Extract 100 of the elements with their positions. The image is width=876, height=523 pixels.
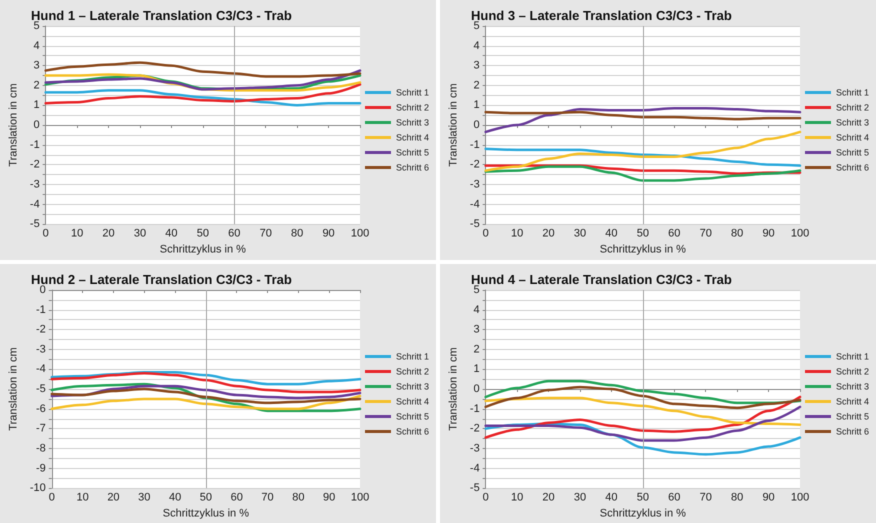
- x-tick-label: 30: [138, 491, 150, 504]
- x-tick-label: 50: [636, 491, 649, 504]
- y-tick-label: -4: [470, 198, 480, 210]
- x-tick-label: 90: [322, 228, 335, 240]
- x-tick-label: 40: [165, 228, 178, 240]
- x-tick-label: 90: [323, 491, 336, 504]
- x-tick-label: 70: [700, 228, 712, 240]
- legend-label: Schritt 6: [396, 162, 430, 172]
- legend-label: Schritt 2: [396, 366, 430, 376]
- x-tick-label: 0: [482, 228, 489, 240]
- legend-label: Schritt 2: [836, 366, 870, 376]
- x-tick-label: 40: [168, 491, 182, 504]
- line-series: [484, 396, 802, 426]
- legend-label: Schritt 2: [836, 102, 870, 112]
- legend-label: Schritt 5: [396, 148, 430, 158]
- legend-label: Schritt 6: [836, 426, 870, 436]
- y-tick-label: -4: [36, 362, 46, 375]
- y-axis-title: Translation in cm: [8, 83, 20, 167]
- x-tick-label: 70: [700, 491, 712, 504]
- y-tick-label: 1: [474, 362, 480, 375]
- y-tick-label: 0: [40, 284, 46, 296]
- legend-label: Schritt 4: [836, 132, 870, 142]
- x-tick-label: 80: [291, 228, 304, 240]
- x-tick-label: 10: [510, 228, 524, 240]
- y-tick-label: -2: [30, 158, 40, 171]
- y-tick-label: 3: [474, 323, 480, 336]
- y-axis-title: Translation in cm: [448, 346, 460, 430]
- y-tick-label: 4: [474, 40, 480, 52]
- x-tick-label: 10: [76, 491, 89, 504]
- y-tick-label: 5: [474, 20, 480, 32]
- line-series: [50, 394, 362, 410]
- x-tick-label: 30: [574, 491, 586, 504]
- x-tick-label: 30: [134, 228, 146, 240]
- x-tick-label: 60: [230, 491, 243, 504]
- y-tick-label: -4: [30, 198, 40, 210]
- y-tick-label: 1: [474, 99, 480, 112]
- legend-label: Schritt 1: [396, 351, 430, 361]
- x-tick-label: 100: [790, 228, 810, 240]
- x-tick-label: 100: [350, 491, 370, 504]
- y-tick-label: -1: [30, 138, 40, 151]
- line-series: [50, 371, 362, 393]
- line-series: [484, 165, 802, 182]
- y-tick-label: -4: [470, 462, 480, 474]
- line-series: [484, 379, 802, 404]
- x-tick-label: 80: [292, 491, 304, 504]
- y-tick-label: -3: [30, 178, 40, 190]
- y-tick-label: -6: [36, 402, 46, 414]
- y-tick-label: 1: [34, 99, 40, 112]
- x-tick-label: 40: [605, 491, 618, 504]
- y-tick-label: 4: [34, 40, 40, 52]
- x-tick-label: 20: [542, 491, 555, 504]
- x-tick-label: 50: [196, 228, 209, 240]
- x-tick-label: 80: [731, 491, 744, 504]
- y-tick-label: -3: [470, 442, 480, 454]
- y-axis-title: Translation in cm: [448, 83, 460, 167]
- legend-label: Schritt 1: [836, 88, 870, 98]
- y-tick-label: 3: [474, 60, 480, 72]
- legend-label: Schritt 6: [396, 426, 430, 436]
- y-tick-label: -5: [470, 218, 480, 230]
- y-tick-label: -5: [36, 382, 46, 395]
- y-tick-label: -3: [36, 342, 46, 355]
- y-axis-title: Translation in cm: [8, 346, 20, 430]
- x-tick-label: 0: [482, 491, 489, 504]
- y-tick-label: -2: [36, 323, 46, 336]
- x-tick-label: 40: [605, 228, 618, 240]
- x-axis-title: Schrittzyklus in %: [600, 507, 686, 519]
- line-series: [484, 130, 802, 172]
- y-tick-label: -5: [470, 482, 480, 494]
- x-axis-title: Schrittzyklus in %: [162, 507, 250, 519]
- x-axis-title: Schrittzyklus in %: [600, 244, 686, 256]
- legend-label: Schritt 6: [836, 162, 870, 172]
- x-tick-label: 50: [200, 491, 212, 504]
- y-tick-label: -1: [470, 402, 480, 414]
- legend-label: Schritt 3: [396, 381, 430, 391]
- line-series: [50, 387, 362, 404]
- x-tick-label: 20: [107, 491, 120, 504]
- x-tick-label: 20: [542, 228, 555, 240]
- x-tick-label: 70: [260, 228, 272, 240]
- y-tick-label: -2: [470, 422, 480, 434]
- line-series: [50, 370, 362, 385]
- legend-label: Schritt 5: [836, 411, 870, 421]
- line-series: [484, 405, 802, 442]
- y-tick-label: -9: [36, 462, 46, 474]
- x-tick-label: 80: [731, 228, 744, 240]
- y-tick-label: 2: [34, 79, 40, 92]
- legend-label: Schritt 3: [836, 381, 870, 391]
- y-tick-label: 0: [474, 382, 480, 395]
- line-series: [484, 395, 802, 438]
- x-tick-label: 0: [48, 491, 55, 504]
- line-series: [484, 106, 802, 134]
- y-tick-label: 2: [474, 79, 480, 92]
- x-axis-title: Schrittzyklus in %: [160, 244, 246, 256]
- y-tick-label: 5: [474, 284, 480, 296]
- legend-label: Schritt 4: [836, 396, 870, 406]
- x-tick-label: 90: [762, 491, 775, 504]
- y-tick-label: 0: [474, 119, 480, 132]
- line-series: [484, 148, 802, 167]
- y-tick-label: 4: [474, 303, 480, 316]
- line-series: [484, 110, 802, 120]
- x-tick-label: 60: [668, 228, 680, 240]
